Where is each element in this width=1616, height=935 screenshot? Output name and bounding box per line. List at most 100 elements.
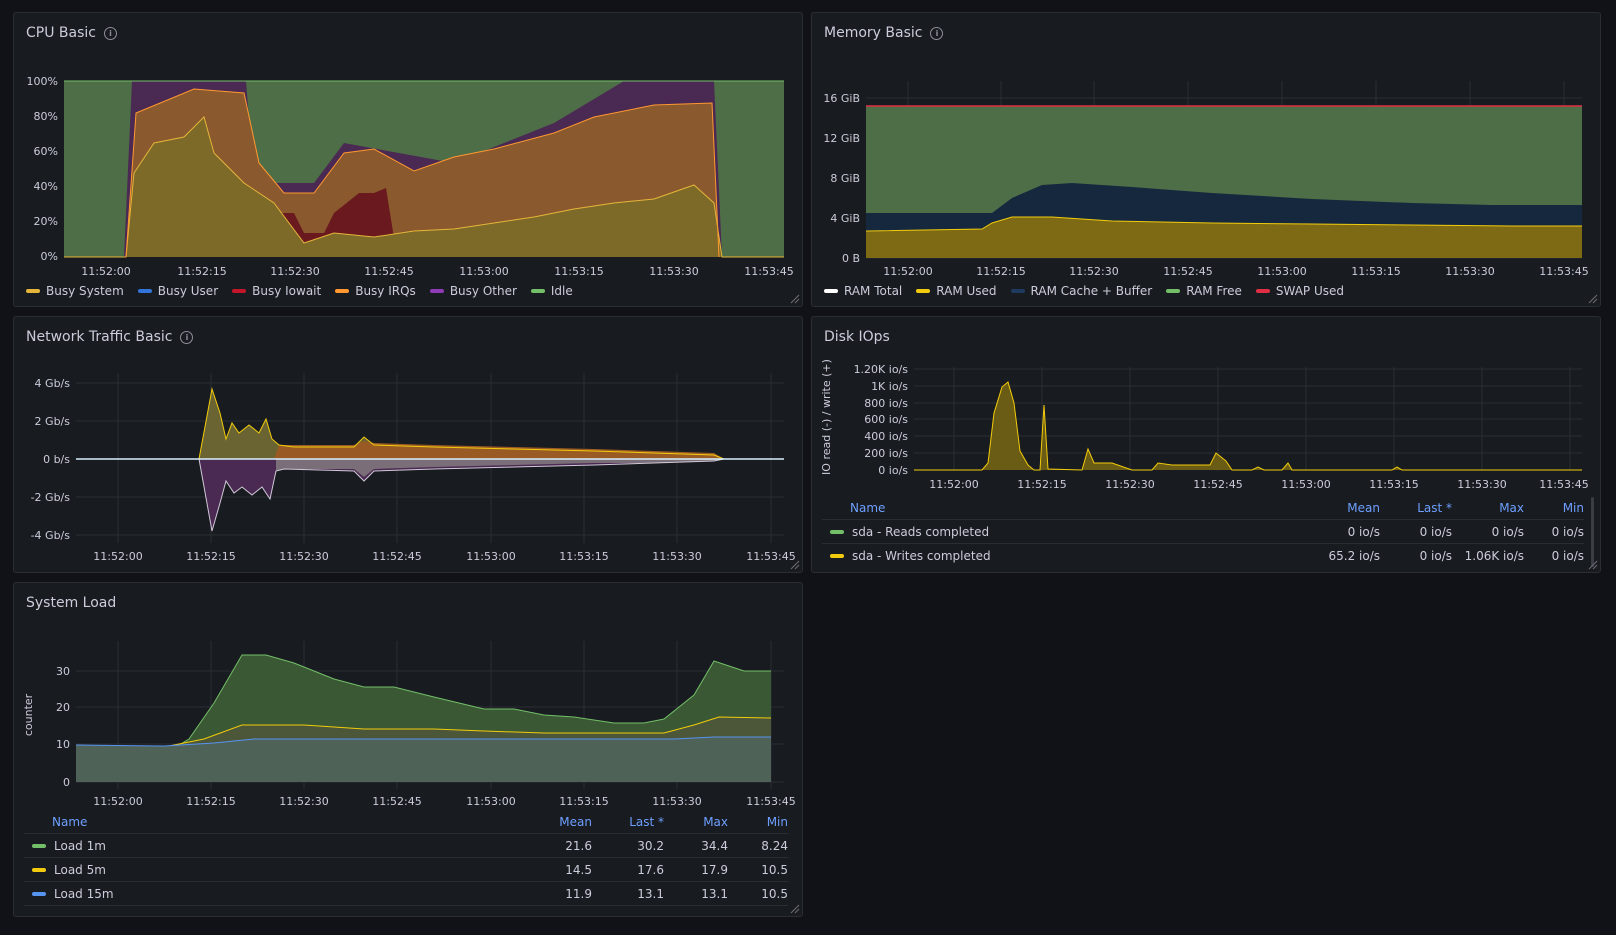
x-tick: 11:53:45: [1539, 265, 1588, 278]
x-tick: 11:52:00: [883, 265, 932, 278]
legend-item[interactable]: RAM Total: [824, 284, 902, 298]
x-tick: 11:52:30: [279, 550, 328, 563]
scrollbar[interactable]: [1591, 497, 1594, 567]
x-tick: 11:53:00: [459, 265, 508, 278]
cpu-basic-panel: CPU Basic i 100% 80% 60% 40% 20% 0% 11:5…: [13, 12, 803, 307]
load-x-ticks: 11:52:00 11:52:15 11:52:30 11:52:45 11:5…: [93, 795, 795, 808]
info-icon[interactable]: i: [930, 26, 944, 40]
tx-area-upper: [199, 389, 724, 459]
x-tick: 11:52:45: [372, 795, 421, 808]
y-tick: 200 io/s: [864, 447, 908, 460]
y-tick: 8 GiB: [830, 172, 860, 185]
legend-item[interactable]: SWAP Used: [1255, 284, 1344, 298]
writes-line: [914, 381, 1582, 471]
resize-handle-icon[interactable]: [1588, 560, 1598, 570]
panel-title-text: System Load: [26, 595, 117, 611]
y-tick: 1.20K io/s: [854, 363, 909, 376]
info-icon[interactable]: i: [103, 26, 117, 40]
load15-area: [76, 737, 771, 782]
x-tick: 11:52:15: [186, 550, 235, 563]
resize-handle-icon[interactable]: [790, 904, 800, 914]
ram-used-line: [865, 216, 1582, 232]
x-tick: 11:52:30: [270, 265, 319, 278]
panel-title-text: Memory Basic: [824, 25, 923, 41]
load-legend-table: Name Mean Last * Max Min Load 1m 21.6 30…: [24, 811, 788, 906]
x-tick: 11:53:30: [652, 795, 701, 808]
legend-item[interactable]: Busy User: [137, 284, 218, 298]
memory-x-ticks: 11:52:00 11:52:15 11:52:30 11:52:45 11:5…: [883, 265, 1588, 278]
rx-line: [198, 458, 725, 532]
legend-item[interactable]: Idle: [530, 284, 573, 298]
panel-title: CPU Basic i: [26, 25, 117, 41]
legend-item[interactable]: RAM Cache + Buffer: [1010, 284, 1152, 298]
legend-item[interactable]: RAM Free: [1166, 284, 1242, 298]
y-tick: 16 GiB: [823, 92, 860, 105]
x-tick: 11:53:15: [554, 265, 603, 278]
network-x-ticks: 11:52:00 11:52:15 11:52:30 11:52:45 11:5…: [93, 550, 795, 563]
info-icon[interactable]: i: [180, 330, 194, 344]
y-tick: 10: [56, 738, 70, 751]
load15-line: [75, 736, 771, 747]
x-tick: 11:52:45: [1193, 478, 1242, 491]
x-tick: 11:53:45: [744, 265, 793, 278]
tx-line: [76, 387, 784, 460]
x-tick: 11:53:45: [746, 795, 795, 808]
busy-system-line: [64, 116, 784, 258]
cpu-y-ticks: 100% 80% 60% 40% 20% 0%: [27, 75, 58, 263]
cpu-x-ticks: 11:52:00 11:52:15 11:52:30 11:52:45 11:5…: [81, 265, 793, 278]
disk-legend-table: Name Mean Last * Max Min sda - Reads com…: [822, 497, 1584, 567]
x-tick: 11:52:00: [93, 550, 142, 563]
load5-line: [75, 716, 772, 748]
y-tick: 800 io/s: [864, 397, 908, 410]
memory-legend: RAM Total RAM Used RAM Cache + Buffer RA…: [824, 284, 1344, 298]
y-tick: 20%: [34, 215, 58, 228]
x-tick: 11:52:15: [186, 795, 235, 808]
y-tick: 2 Gb/s: [35, 415, 71, 428]
x-tick: 11:52:30: [279, 795, 328, 808]
legend-item[interactable]: Busy Iowait: [232, 284, 321, 298]
disk-grid: [914, 367, 1582, 471]
memory-chart: 16 GiB 12 GiB 8 GiB 4 GiB 0 B 11:52:00 1…: [823, 81, 1589, 278]
y-tick: 0 B: [842, 252, 860, 265]
x-tick: 11:52:00: [81, 265, 130, 278]
y-tick: 0: [63, 776, 70, 789]
x-tick: 11:53:15: [559, 795, 608, 808]
system-load-panel: System Load counter 30 20 10 0 11:52:00 …: [13, 582, 803, 917]
ram-used-area: [866, 217, 1582, 258]
disk-y-ticks: 1.20K io/s 1K io/s 800 io/s 600 io/s 400…: [854, 363, 909, 477]
table-row[interactable]: Load 5m 14.5 17.6 17.9 10.5: [24, 858, 788, 882]
panel-title: Memory Basic i: [824, 25, 944, 41]
network-traffic-panel: Network Traffic Basic i 4 Gb/s 2 Gb/s 0 …: [13, 316, 803, 573]
table-row[interactable]: Load 1m 21.6 30.2 34.4 8.24: [24, 834, 788, 858]
table-row[interactable]: sda - Writes completed 65.2 io/s 0 io/s …: [822, 544, 1584, 567]
legend-item[interactable]: Busy System: [26, 284, 124, 298]
x-tick: 11:53:00: [466, 795, 515, 808]
busy-system-area: [64, 117, 784, 257]
y-tick: 30: [56, 665, 70, 678]
table-row[interactable]: sda - Reads completed 0 io/s 0 io/s 0 io…: [822, 520, 1584, 544]
disk-x-ticks: 11:52:00 11:52:15 11:52:30 11:52:45 11:5…: [929, 478, 1588, 491]
x-tick: 11:52:45: [364, 265, 413, 278]
resize-handle-icon[interactable]: [790, 294, 800, 304]
table-row[interactable]: Load 15m 11.9 13.1 13.1 10.5: [24, 882, 788, 906]
resize-handle-icon[interactable]: [790, 560, 800, 570]
legend-item[interactable]: Busy IRQs: [335, 284, 416, 298]
y-tick: 600 io/s: [864, 413, 908, 426]
panel-title-text: Disk IOps: [824, 329, 890, 345]
x-tick: 11:52:00: [929, 478, 978, 491]
memory-y-ticks: 16 GiB 12 GiB 8 GiB 4 GiB 0 B: [823, 92, 860, 265]
legend-item[interactable]: Busy Other: [429, 284, 517, 298]
y-tick: 80%: [34, 110, 58, 123]
resize-handle-icon[interactable]: [1588, 294, 1598, 304]
x-tick: 11:53:15: [559, 550, 608, 563]
legend-item[interactable]: RAM Used: [916, 284, 997, 298]
x-tick: 11:53:30: [649, 265, 698, 278]
load-y-ticks: 30 20 10 0: [56, 665, 70, 789]
y-tick: 60%: [34, 145, 58, 158]
y-tick: 0 b/s: [43, 453, 70, 466]
y-axis-label: IO read (-) / write (+): [820, 359, 833, 475]
load-chart: counter 30 20 10 0 11:52:00 11:52:15 11:…: [22, 641, 796, 808]
x-tick: 11:53:30: [652, 550, 701, 563]
network-chart: 4 Gb/s 2 Gb/s 0 b/s -2 Gb/s -4 Gb/s 11:5…: [31, 373, 796, 563]
y-tick: 20: [56, 701, 70, 714]
